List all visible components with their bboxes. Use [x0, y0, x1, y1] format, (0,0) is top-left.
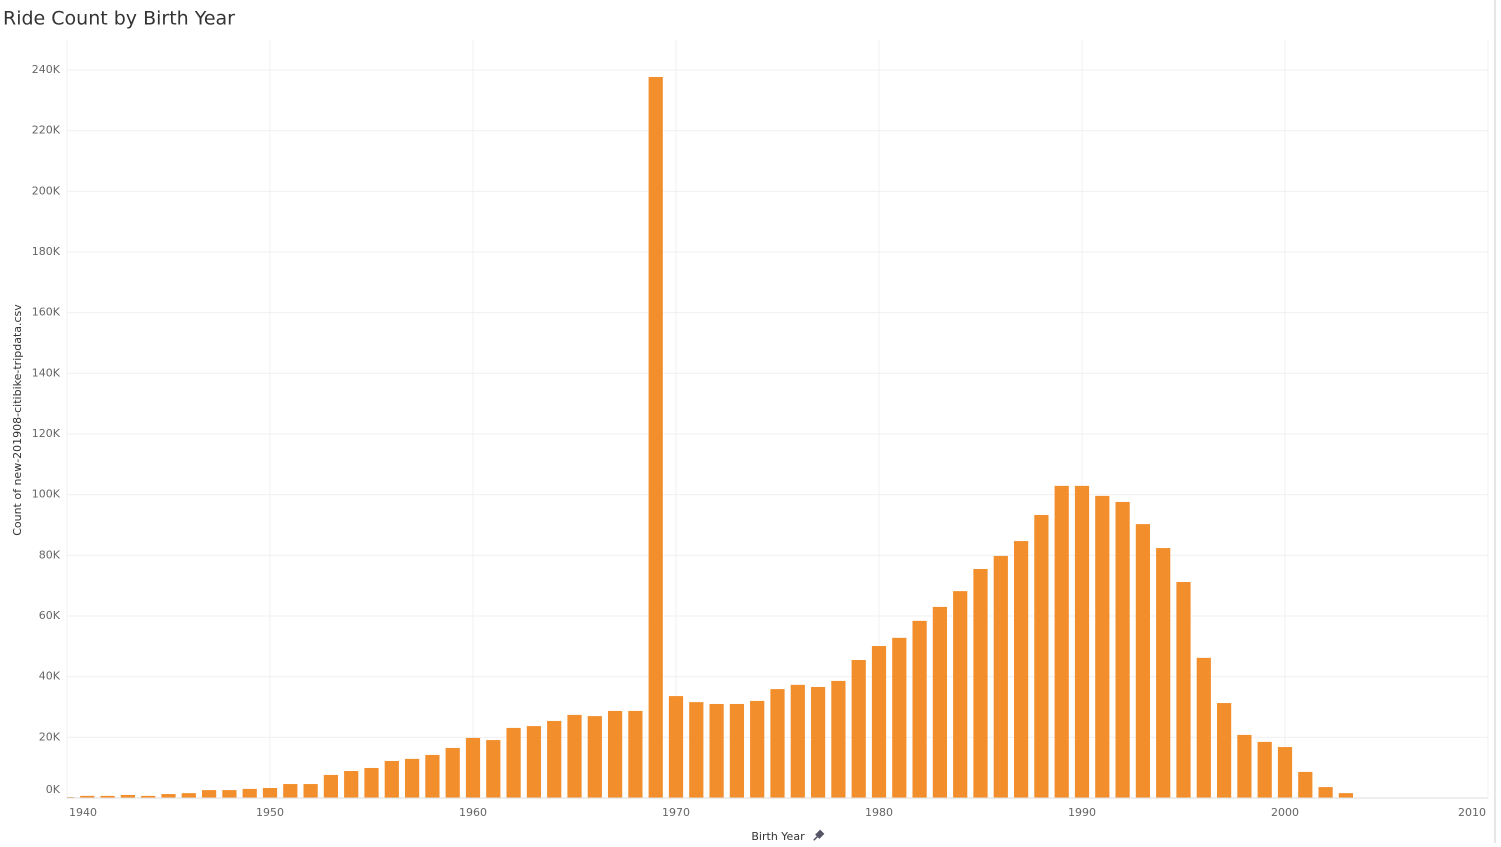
bar	[912, 620, 927, 798]
y-tick-label: 100K	[32, 488, 61, 501]
x-tick-label: 2000	[1271, 806, 1299, 819]
x-tick-label: 1970	[662, 806, 690, 819]
pin-icon	[813, 829, 825, 841]
bar	[1095, 495, 1110, 798]
x-axis-title: Birth Year	[751, 830, 805, 843]
x-tick-label: 1990	[1068, 806, 1096, 819]
bar	[1135, 524, 1151, 798]
bar	[465, 737, 481, 798]
bar	[404, 758, 420, 798]
y-tick-label: 40K	[39, 670, 61, 683]
bar	[973, 568, 988, 798]
x-tick-label: 1980	[865, 806, 893, 819]
bar	[1034, 514, 1049, 798]
bar	[892, 637, 907, 798]
bar	[201, 790, 217, 798]
bar	[1338, 793, 1354, 798]
bar	[161, 794, 176, 798]
bar	[668, 696, 684, 798]
bar	[1318, 787, 1333, 798]
bar	[1257, 741, 1272, 798]
bar	[323, 774, 339, 798]
y-tick-label: 140K	[32, 366, 61, 379]
bar	[628, 710, 643, 798]
bar	[283, 784, 298, 798]
bar	[790, 684, 805, 798]
bar	[709, 703, 724, 798]
bar	[100, 795, 115, 798]
x-tick-label: 1960	[459, 806, 487, 819]
bar	[932, 606, 948, 798]
bar	[729, 703, 745, 798]
bar	[222, 790, 237, 798]
y-tick-label: 0K	[46, 783, 61, 796]
y-tick-label: 220K	[32, 124, 61, 137]
bar	[750, 700, 765, 798]
y-tick-label: 160K	[32, 306, 61, 319]
bar	[648, 76, 663, 798]
bar	[689, 702, 704, 798]
y-tick-label: 60K	[39, 609, 61, 622]
bar	[1196, 657, 1211, 798]
bar	[242, 788, 257, 798]
bar	[851, 659, 866, 798]
bar	[120, 794, 136, 798]
bar	[80, 795, 95, 798]
bar	[567, 714, 582, 798]
y-tick-label: 80K	[39, 548, 61, 561]
bar	[1054, 485, 1069, 798]
bar	[547, 720, 562, 798]
bar	[871, 646, 887, 798]
bar	[1013, 541, 1029, 798]
bar	[1074, 485, 1090, 798]
y-tick-label: 180K	[32, 245, 61, 258]
bar	[141, 795, 156, 798]
bar	[831, 680, 846, 798]
bar	[1156, 548, 1171, 798]
bar	[506, 727, 521, 798]
bar	[262, 787, 278, 798]
y-tick-label: 240K	[32, 63, 61, 76]
bar	[770, 689, 785, 798]
bar	[486, 740, 501, 798]
bar	[384, 760, 399, 798]
bar	[1115, 501, 1130, 798]
bar	[425, 754, 440, 798]
bar	[587, 716, 602, 798]
y-tick-label: 120K	[32, 427, 61, 440]
y-axis-title: Count of new-201908-citibike-tripdata.cs…	[11, 304, 24, 536]
y-tick-label: 20K	[39, 730, 61, 743]
bar	[303, 784, 318, 798]
bar	[1176, 582, 1191, 798]
bar	[181, 793, 196, 798]
bar	[526, 726, 542, 798]
bar	[993, 555, 1008, 798]
bar	[1277, 747, 1293, 798]
bar	[344, 771, 359, 798]
bar	[953, 591, 968, 798]
chart-title: Ride Count by Birth Year	[3, 8, 235, 30]
x-tick-label: 2010	[1458, 806, 1486, 819]
bar	[445, 747, 460, 798]
bar	[1298, 771, 1313, 798]
bar	[364, 767, 379, 798]
bar	[810, 686, 826, 798]
bar	[1216, 703, 1232, 798]
x-tick-label: 1950	[256, 806, 284, 819]
bar	[607, 710, 623, 798]
y-tick-label: 200K	[32, 184, 61, 197]
x-tick-label: 1940	[69, 806, 97, 819]
bar	[1237, 734, 1252, 798]
